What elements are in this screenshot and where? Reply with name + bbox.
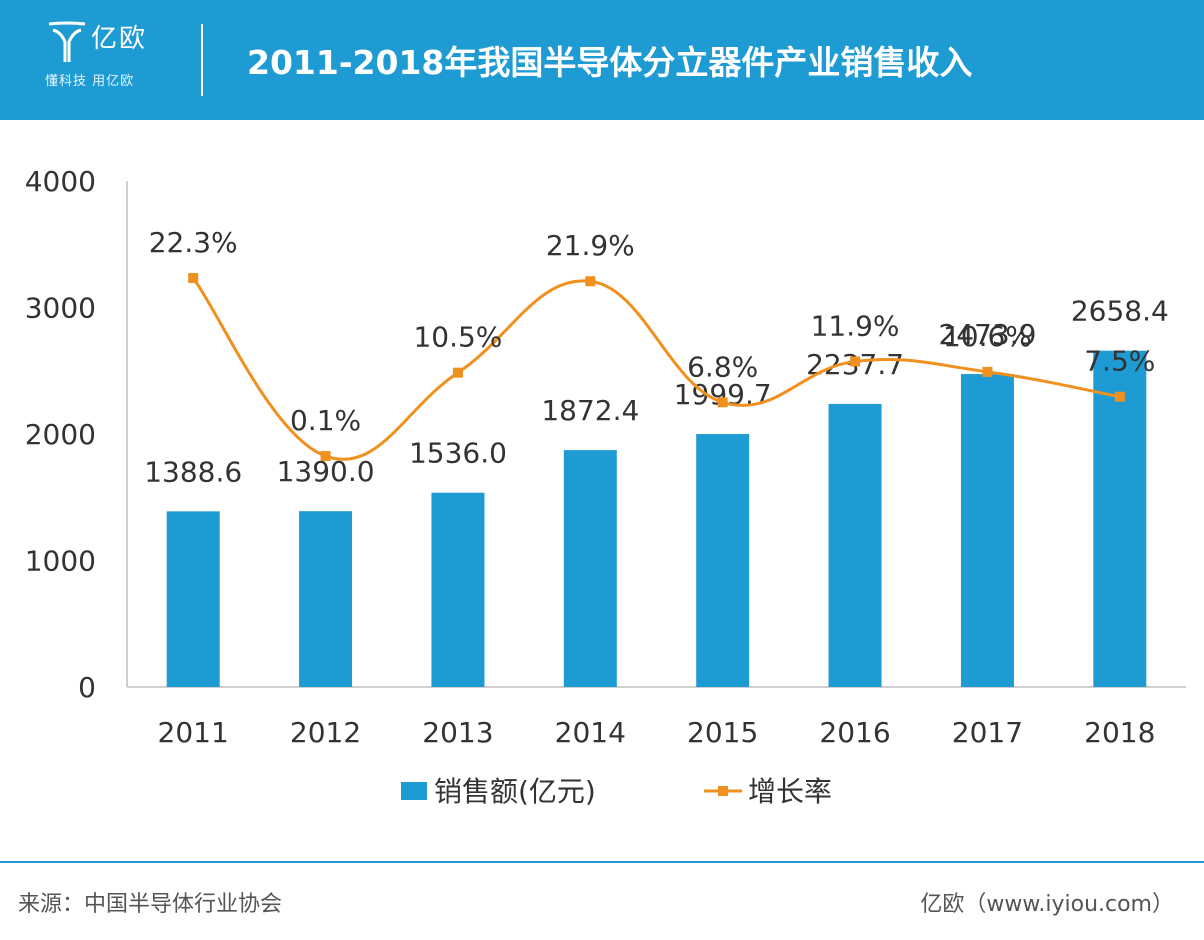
x-tick-label: 2015 — [687, 716, 758, 749]
growth-rate-label: 10.5% — [413, 321, 502, 354]
growth-rate-marker — [982, 366, 993, 377]
brand-logo: 亿欧 懂科技 用亿欧 — [45, 18, 175, 100]
header-divider — [201, 24, 203, 96]
growth-rate-label: 10.6% — [943, 320, 1032, 353]
growth-rate-label: 21.9% — [546, 229, 635, 262]
bar-value-label: 1872.4 — [541, 394, 639, 427]
bar-2018 — [1093, 350, 1147, 687]
bar-value-label: 2473.9 — [938, 318, 1036, 351]
growth-rate-marker — [188, 273, 199, 284]
growth-rate-marker — [717, 397, 728, 408]
legend-bar-swatch — [401, 782, 427, 800]
source-note: 来源：中国半导体行业协会 — [18, 892, 283, 917]
x-tick-label: 2018 — [1084, 716, 1155, 749]
y-tick-label: 1000 — [25, 545, 96, 578]
bar-2016 — [828, 403, 882, 687]
header-banner: 亿欧 懂科技 用亿欧 2011-2018年我国半导体分立器件产业销售收入 — [0, 0, 1204, 120]
growth-rate-marker — [585, 276, 596, 287]
logo-tagline: 懂科技 用亿欧 — [45, 74, 135, 89]
bar-2012 — [299, 511, 353, 687]
bar-2011 — [166, 511, 220, 687]
legend-bar-label: 销售额(亿元) — [434, 775, 596, 808]
y-tick-label: 3000 — [25, 292, 96, 325]
growth-rate-label: 7.5% — [1084, 345, 1155, 378]
x-tick-label: 2017 — [952, 716, 1023, 749]
legend-line-marker — [718, 786, 728, 796]
x-tick-label: 2014 — [555, 716, 626, 749]
growth-rate-label: 11.9% — [811, 309, 900, 342]
growth-rate-marker — [320, 451, 331, 462]
legend-line-label: 增长率 — [748, 775, 832, 808]
bar-2013 — [431, 492, 485, 687]
y-tick-label: 2000 — [25, 418, 96, 451]
growth-rate-marker — [1114, 391, 1125, 402]
growth-rate-label: 22.3% — [149, 226, 238, 259]
growth-rate-label: 0.1% — [290, 404, 361, 437]
footer-divider — [0, 861, 1204, 863]
bar-2015 — [696, 434, 750, 687]
bar-value-label: 1388.6 — [144, 455, 242, 488]
growth-rate-marker — [850, 356, 861, 367]
credit-note: 亿欧（www.iyiou.com） — [920, 892, 1174, 917]
chart-title: 2011-2018年我国半导体分立器件产业销售收入 — [247, 43, 973, 82]
logo-mark-icon — [48, 21, 86, 62]
x-tick-label: 2011 — [158, 716, 229, 749]
logo-name: 亿欧 — [91, 24, 148, 54]
growth-rate-label: 6.8% — [687, 350, 758, 383]
bar-2014 — [563, 450, 617, 687]
chart-area: 1388.61390.01536.01872.41999.72237.72473… — [25, 165, 1186, 808]
x-tick-label: 2013 — [422, 716, 493, 749]
y-tick-label: 0 — [78, 671, 96, 704]
growth-rate-marker — [452, 367, 463, 378]
bar-value-label: 1536.0 — [409, 437, 507, 470]
bar-2017 — [960, 374, 1014, 687]
x-tick-label: 2016 — [819, 716, 890, 749]
x-tick-label: 2012 — [290, 716, 361, 749]
bar-value-label: 2658.4 — [1071, 295, 1169, 328]
y-tick-label: 4000 — [25, 165, 96, 198]
